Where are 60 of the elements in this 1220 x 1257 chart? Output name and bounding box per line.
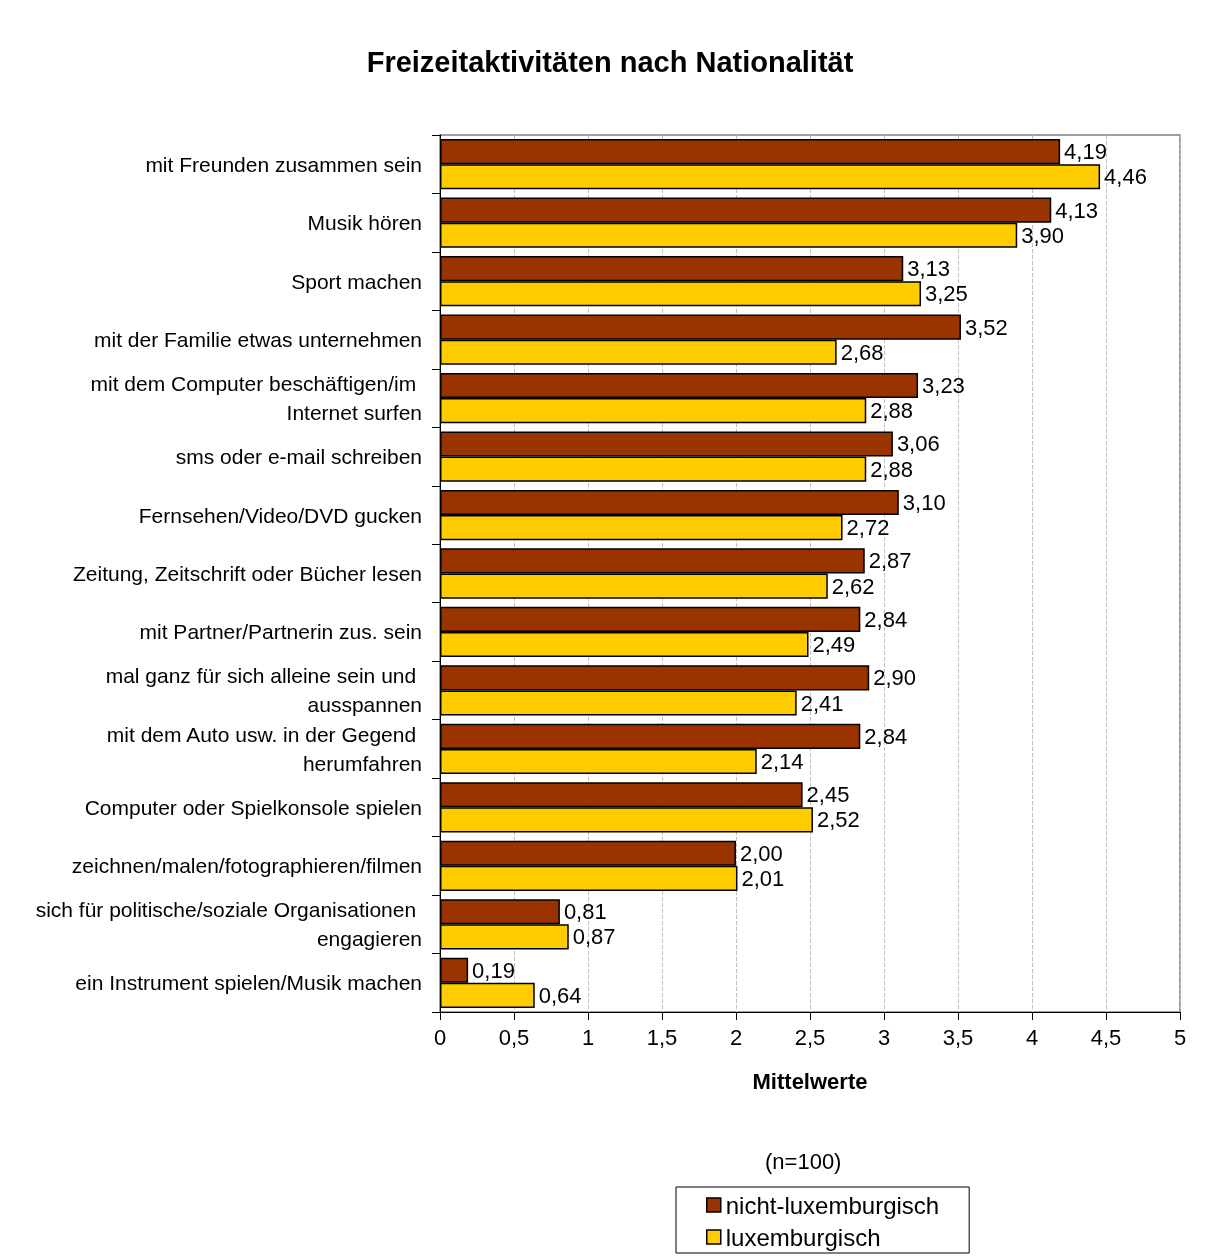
data-label: 2,45 <box>806 782 850 808</box>
y-tick-label: Musik hören <box>307 211 422 235</box>
data-label: 3,13 <box>907 256 951 282</box>
y-tick-label: sich für politische/soziale Organisationen engagieren <box>35 898 422 951</box>
y-tick-label: mit dem Computer beschäftigen/im Internet surfen <box>90 372 422 425</box>
chart-title: Freizeitaktivitäten nach Nationalität <box>366 45 854 78</box>
data-label: 2,62 <box>831 573 875 599</box>
y-tick-label: mit dem Auto usw. in der Gegend herumfahren <box>106 722 422 775</box>
legend-label: nicht-luxemburgisch <box>725 1191 940 1219</box>
data-label: 2,68 <box>840 339 884 365</box>
data-label: 2,72 <box>846 515 890 541</box>
legend-label: luxemburgisch <box>725 1223 881 1251</box>
data-label: 0,64 <box>538 982 582 1008</box>
y-tick-label: mit der Familie etwas unternehmen <box>94 328 422 352</box>
data-label: 3,90 <box>1021 222 1065 248</box>
data-label: 2,88 <box>870 456 914 482</box>
data-label: 2,41 <box>800 690 844 716</box>
data-label: 2,14 <box>760 748 804 774</box>
data-label: 2,87 <box>868 548 912 574</box>
y-tick-label: Zeitung, Zeitschrift oder Bücher lesen <box>72 562 422 585</box>
x-tick-label: 0,5 <box>498 1024 530 1050</box>
data-label: 0,87 <box>572 924 616 950</box>
data-label: 2,84 <box>864 723 908 749</box>
data-label: 4,46 <box>1104 164 1147 190</box>
x-tick-label: 0 <box>433 1024 447 1050</box>
x-tick-label: 5 <box>1173 1024 1187 1050</box>
x-tick-label: 4,5 <box>1090 1024 1122 1050</box>
x-axis-title: Mittelwerte <box>752 1068 868 1094</box>
data-label: 0,81 <box>563 899 607 925</box>
data-label: 3,10 <box>902 489 946 515</box>
y-tick-label: ein Instrument spielen/Musik machen <box>75 971 422 995</box>
y-tick-label: Fernsehen/Video/DVD gucken <box>138 503 422 527</box>
x-tick-label: 1,5 <box>646 1024 678 1050</box>
y-tick-label: sms oder e-mail schreiben <box>175 445 422 469</box>
data-label: 4,19 <box>1064 139 1107 165</box>
text: (n=100) <box>765 1148 842 1174</box>
y-tick-label: mit Freunden zusammen sein <box>145 152 422 176</box>
data-label: 2,52 <box>816 807 860 833</box>
data-label: 3,06 <box>896 431 940 457</box>
y-tick-label: zeichnen/malen/fotographieren/filmen <box>71 854 422 878</box>
data-label: 2,88 <box>870 398 914 424</box>
data-label: 0,19 <box>472 957 515 983</box>
x-tick-label: 3,5 <box>942 1024 974 1050</box>
x-tick-label: 2,5 <box>794 1024 826 1050</box>
y-tick-label: Sport machen <box>291 269 422 293</box>
data-label: 2,01 <box>741 865 785 891</box>
data-label: 3,25 <box>925 281 968 307</box>
x-tick-label: 4 <box>1025 1024 1039 1050</box>
data-label: 2,49 <box>812 632 856 658</box>
y-tick-label: mit Partner/Partnerin zus. sein <box>139 620 422 644</box>
data-label: 2,00 <box>740 840 783 866</box>
data-label: 2,84 <box>864 606 908 632</box>
data-label: 3,23 <box>922 373 965 399</box>
y-tick-label: Computer oder Spielkonsole spielen <box>84 795 422 819</box>
data-label: 4,13 <box>1055 197 1099 223</box>
x-tick-label: 3 <box>877 1024 891 1050</box>
data-label: 3,52 <box>964 314 1008 340</box>
x-tick-label: 2 <box>729 1024 743 1050</box>
data-label: 2,90 <box>873 665 917 691</box>
x-tick-label: 1 <box>581 1024 595 1050</box>
